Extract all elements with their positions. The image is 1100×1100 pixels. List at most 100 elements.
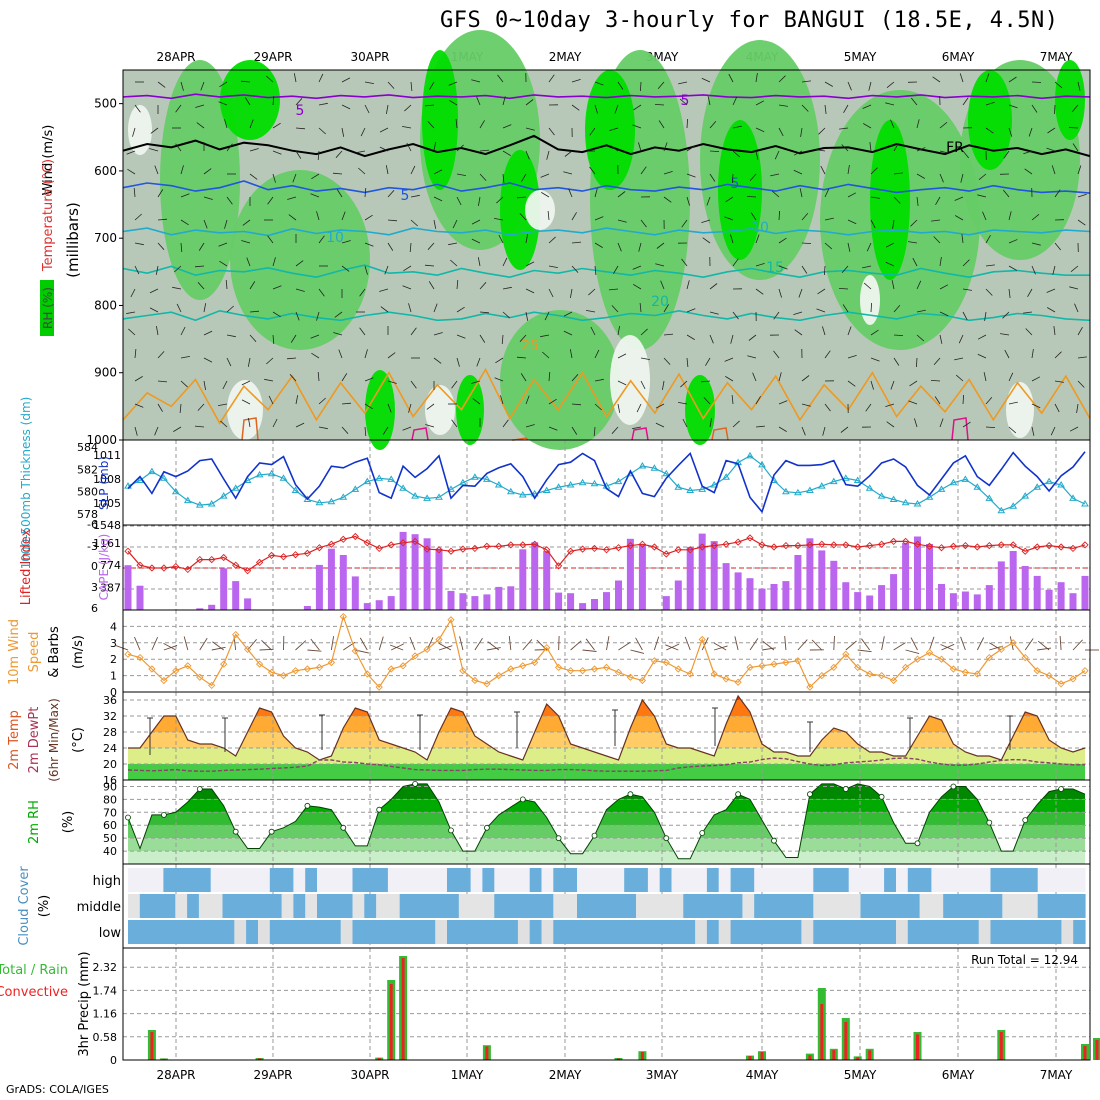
rh-region (968, 70, 1012, 170)
lifted-index-marker (830, 541, 838, 549)
wind-barb (1037, 640, 1050, 651)
wind-barb (686, 173, 696, 178)
wind-barb (755, 234, 760, 244)
precip-tick-label: 1.74 (93, 984, 118, 997)
cloud-cover-cell (706, 868, 720, 892)
cloud-cover-cell (600, 894, 613, 918)
cape-bar (818, 550, 826, 610)
wind-barb (684, 636, 691, 651)
wind-barb (472, 398, 481, 405)
wind-barb (916, 147, 926, 152)
lifted-index-marker (208, 555, 216, 564)
cape-bar (507, 586, 515, 610)
ylabel-cloud-cover: Cloud Cover (17, 866, 32, 946)
wind-speed-marker (602, 663, 611, 672)
cloud-cover-cell (730, 868, 743, 892)
wind-barb (364, 81, 374, 84)
cloud-cover-cell (470, 894, 483, 918)
wind-barb (847, 242, 851, 252)
wind-barb (1023, 311, 1033, 314)
rh-marker (986, 819, 993, 826)
wind-barb (429, 81, 435, 90)
thickness-marker (1033, 483, 1042, 490)
cloud-cover-cell (198, 894, 212, 918)
wind-barb (617, 326, 620, 336)
wind-barb (521, 173, 527, 182)
cloud-cover-cell (151, 894, 164, 918)
thickness-line (127, 455, 1086, 512)
cloud-cover-cell (187, 920, 200, 944)
wind-barb (495, 357, 504, 364)
wind-barb (149, 148, 159, 152)
cape-bar (830, 560, 838, 610)
lifted-index-marker (674, 546, 682, 554)
wind-barb (316, 311, 320, 321)
thickness-marker (195, 501, 204, 508)
wind-barb (272, 122, 281, 129)
wind-barb (540, 173, 550, 178)
bottom-date-label: 4MAY (745, 1068, 779, 1082)
lifted-index-marker (614, 544, 623, 552)
wind-barb (318, 397, 326, 405)
rh-marker (125, 814, 131, 821)
wind-barb (502, 150, 511, 156)
wind-barb (686, 118, 688, 129)
wind-speed-marker (734, 678, 742, 686)
wind-speed-marker (758, 662, 766, 670)
cloud-level-label: high (93, 874, 121, 889)
wind-speed-marker (650, 657, 659, 665)
wind-barb (452, 219, 458, 229)
wind-barb (701, 77, 711, 83)
wind-barb (714, 645, 728, 651)
wind-barb (935, 196, 941, 205)
wind-barb (893, 172, 903, 175)
precip-convective-bar (820, 1004, 824, 1060)
cloud-cover-cell (175, 894, 188, 918)
thickness-tick-label: 580 (77, 486, 98, 499)
wind-barb (682, 418, 688, 428)
cloud-cover-cell (482, 868, 495, 892)
isotherm-line (122, 227, 1091, 237)
thickness-marker (877, 492, 886, 499)
wind-speed-marker (507, 665, 515, 673)
cloud-cover-cell (872, 920, 885, 944)
wind-barb (1028, 127, 1033, 137)
cloud-cover-cell (139, 920, 153, 944)
wind-barb (387, 219, 398, 222)
wind-barb (502, 173, 505, 184)
rh-region (685, 375, 715, 445)
wind-panel-frame (122, 609, 1091, 693)
wind-barb (978, 173, 987, 181)
lifted-index-marker (1081, 541, 1089, 549)
wind-barb (1002, 311, 1010, 319)
cloud-cover-cell (352, 894, 365, 918)
wind-barb (272, 150, 282, 155)
wind-barb (450, 259, 458, 267)
cloud-cover-cell (506, 894, 519, 918)
wind-tick-label: 1 (110, 670, 117, 683)
wind-speed-marker (435, 635, 443, 644)
wind-barb (905, 649, 920, 655)
wind-barb (617, 191, 626, 198)
cape-bar (734, 572, 742, 610)
wind-barb (267, 196, 274, 205)
wind-barb (471, 79, 481, 83)
wind-barb (295, 288, 305, 292)
cloud-cover-cell (435, 868, 448, 892)
wind-barb (318, 288, 325, 297)
wind-barb (569, 349, 573, 359)
cloud-cover-cell (624, 920, 637, 944)
precip-convective-bar (1083, 1046, 1087, 1060)
wind-barb (847, 219, 857, 225)
thickness-marker (387, 475, 396, 482)
contour-label: 20 (651, 294, 669, 310)
wind-barb (310, 334, 320, 339)
wind-speed-marker (447, 616, 455, 624)
wind-barb (885, 403, 895, 407)
wind-speed-marker (566, 667, 575, 675)
rh-region (422, 50, 458, 190)
wind-barb (387, 380, 397, 384)
wind-barb (663, 171, 673, 175)
wind-barb (272, 285, 282, 290)
thickness-marker (231, 484, 240, 491)
